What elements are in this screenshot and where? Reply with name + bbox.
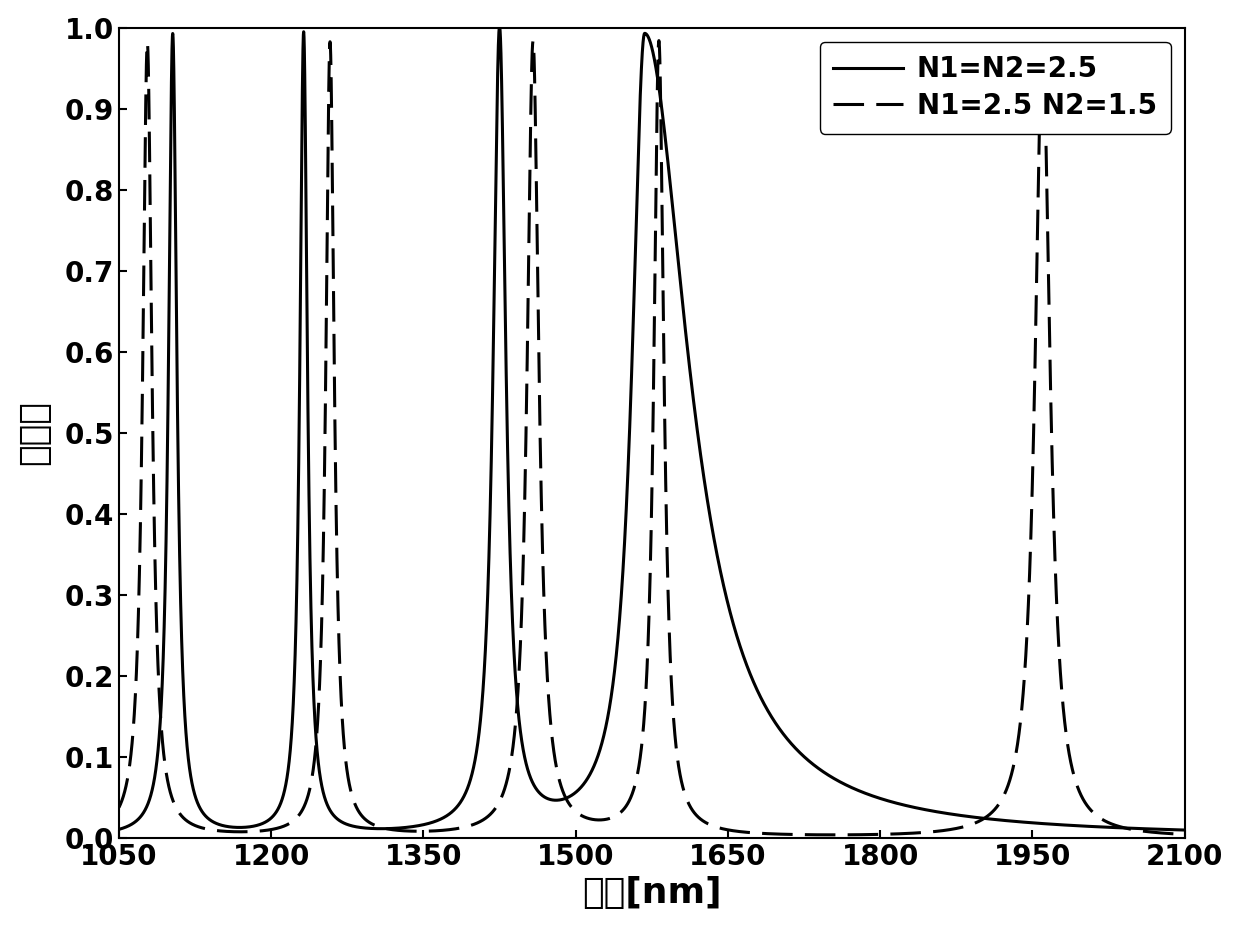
N1=N2=2.5 (1177, 824, 1192, 835)
Line: N1=2.5 N2=1.5: N1=2.5 N2=1.5 (119, 41, 1184, 835)
N1=2.5 N2=1.5 (826, 830, 841, 841)
N1=N2=2.5 (242, 821, 257, 832)
N1=2.5 N2=1.5 (1078, 796, 1092, 807)
Y-axis label: 吸收率: 吸收率 (16, 400, 51, 465)
Legend: N1=N2=2.5, N1=2.5 N2=1.5: N1=N2=2.5, N1=2.5 N2=1.5 (820, 42, 1171, 133)
N1=2.5 N2=1.5 (242, 826, 257, 837)
N1=N2=2.5 (673, 277, 688, 288)
N1=2.5 N2=1.5 (790, 829, 805, 840)
Line: N1=N2=2.5: N1=N2=2.5 (119, 28, 1184, 830)
N1=N2=2.5 (1078, 820, 1092, 832)
N1=N2=2.5 (492, 22, 507, 33)
N1=2.5 N2=1.5 (651, 35, 666, 46)
N1=2.5 N2=1.5 (112, 802, 126, 813)
N1=2.5 N2=1.5 (1177, 829, 1192, 840)
N1=N2=2.5 (136, 807, 151, 819)
N1=N2=2.5 (790, 745, 805, 756)
N1=2.5 N2=1.5 (1126, 824, 1141, 835)
N1=N2=2.5 (112, 824, 126, 835)
N1=N2=2.5 (1126, 823, 1141, 834)
N1=2.5 N2=1.5 (136, 307, 151, 318)
X-axis label: 波长[nm]: 波长[nm] (582, 876, 722, 910)
N1=2.5 N2=1.5 (673, 770, 688, 781)
